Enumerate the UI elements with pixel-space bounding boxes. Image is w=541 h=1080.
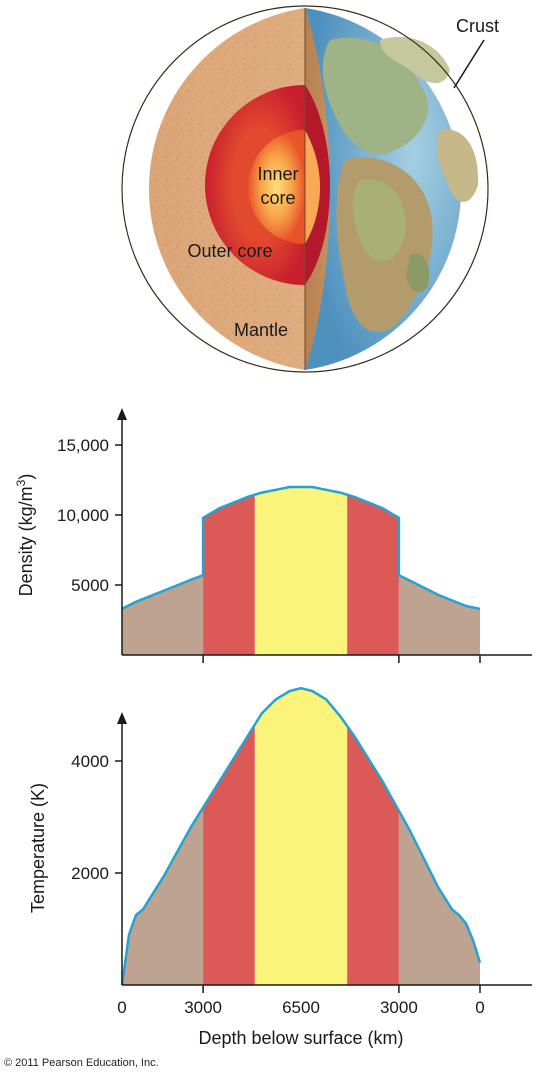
inner-core-region xyxy=(248,130,305,244)
x-tick-label: 0 xyxy=(117,998,126,1017)
chart1-y-tick-label: 2000 xyxy=(71,864,109,883)
crust-label: Crust xyxy=(456,16,499,36)
chart1-region-outer-core xyxy=(347,726,399,985)
chart1-y-axis-arrow xyxy=(117,712,127,724)
inner-core-label-line1: Inner xyxy=(257,164,298,184)
outer-core-label: Outer core xyxy=(187,241,272,261)
density-curve xyxy=(121,485,481,611)
density-ylabel: Density (kg/m3) xyxy=(14,474,36,597)
chart1-region-mantle xyxy=(122,807,204,985)
continents xyxy=(322,36,479,333)
temperature-ylabel: Temperature (K) xyxy=(28,783,48,913)
chart1-y-tick-label: 4000 xyxy=(71,752,109,771)
temperature-curve xyxy=(120,686,482,986)
density-chart: 5000 10,000 15,000 Density (kg/m3) xyxy=(14,408,532,663)
chart0-region-mantle xyxy=(122,575,204,655)
chart1-region-outer-core xyxy=(203,724,255,985)
chart0-region-mantle xyxy=(398,575,480,655)
chart1-region-inner-core xyxy=(254,688,348,985)
chart0-region-inner-core xyxy=(254,487,348,655)
x-tick-label: 0 xyxy=(475,998,484,1017)
x-tick-label: 6500 xyxy=(282,998,320,1017)
chart0-y-tick-label: 5000 xyxy=(71,576,109,595)
chart1-region-mantle xyxy=(398,810,480,985)
x-axis-label: Depth below surface (km) xyxy=(198,1028,403,1048)
x-tick-label: 3000 xyxy=(184,998,222,1017)
inner-core-label-line2: core xyxy=(260,188,295,208)
copyright-notice: © 2011 Pearson Education, Inc. xyxy=(4,1057,159,1069)
mantle-label: Mantle xyxy=(234,320,288,340)
crust-leader-line xyxy=(453,39,485,89)
chart0-y-tick-label: 10,000 xyxy=(57,506,109,525)
earth-cutaway: Crust Inner core Outer core Mantle xyxy=(121,5,499,373)
chart0-region-outer-core xyxy=(203,494,255,655)
chart0-y-axis-arrow xyxy=(117,408,127,420)
chart0-region-outer-core xyxy=(347,494,399,655)
chart0-y-tick-label: 15,000 xyxy=(57,436,109,455)
x-tick-label: 3000 xyxy=(380,998,418,1017)
